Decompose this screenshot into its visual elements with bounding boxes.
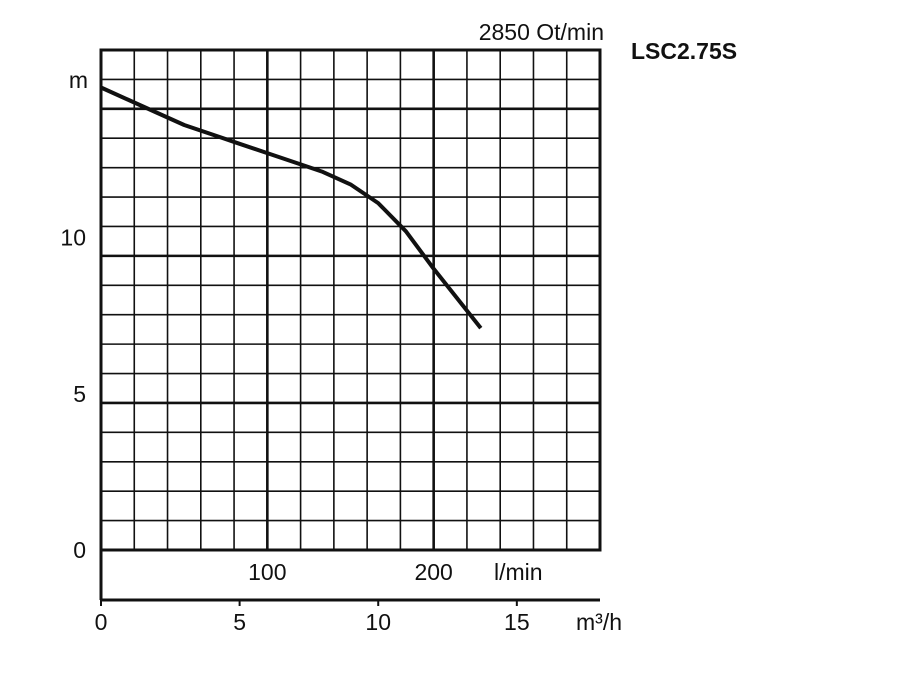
plot-border (99, 48, 602, 552)
grid (101, 50, 600, 550)
y-tick-label: 10 (60, 225, 86, 251)
series-line (100, 85, 483, 330)
x-tick-label: 5 (233, 609, 246, 635)
y-tick-label: 0 (73, 537, 86, 563)
x-tick-label: 0 (95, 609, 108, 635)
chart-subtitle: 2850 Ot/min (479, 19, 604, 45)
x2-tick-label: 200 (414, 559, 452, 585)
y-tick-label: 5 (73, 381, 86, 407)
y-axis-label: m (69, 67, 88, 93)
series-group (100, 85, 483, 330)
x-tick-label: 15 (504, 609, 530, 635)
plot-frame (99, 48, 602, 606)
x-axis-label: m³/h (576, 609, 622, 635)
x2-tick-label: 100 (248, 559, 286, 585)
x-tick-label: 10 (365, 609, 391, 635)
x2-axis-label: l/min (494, 559, 543, 585)
chart-title: LSC2.75S (631, 38, 737, 64)
